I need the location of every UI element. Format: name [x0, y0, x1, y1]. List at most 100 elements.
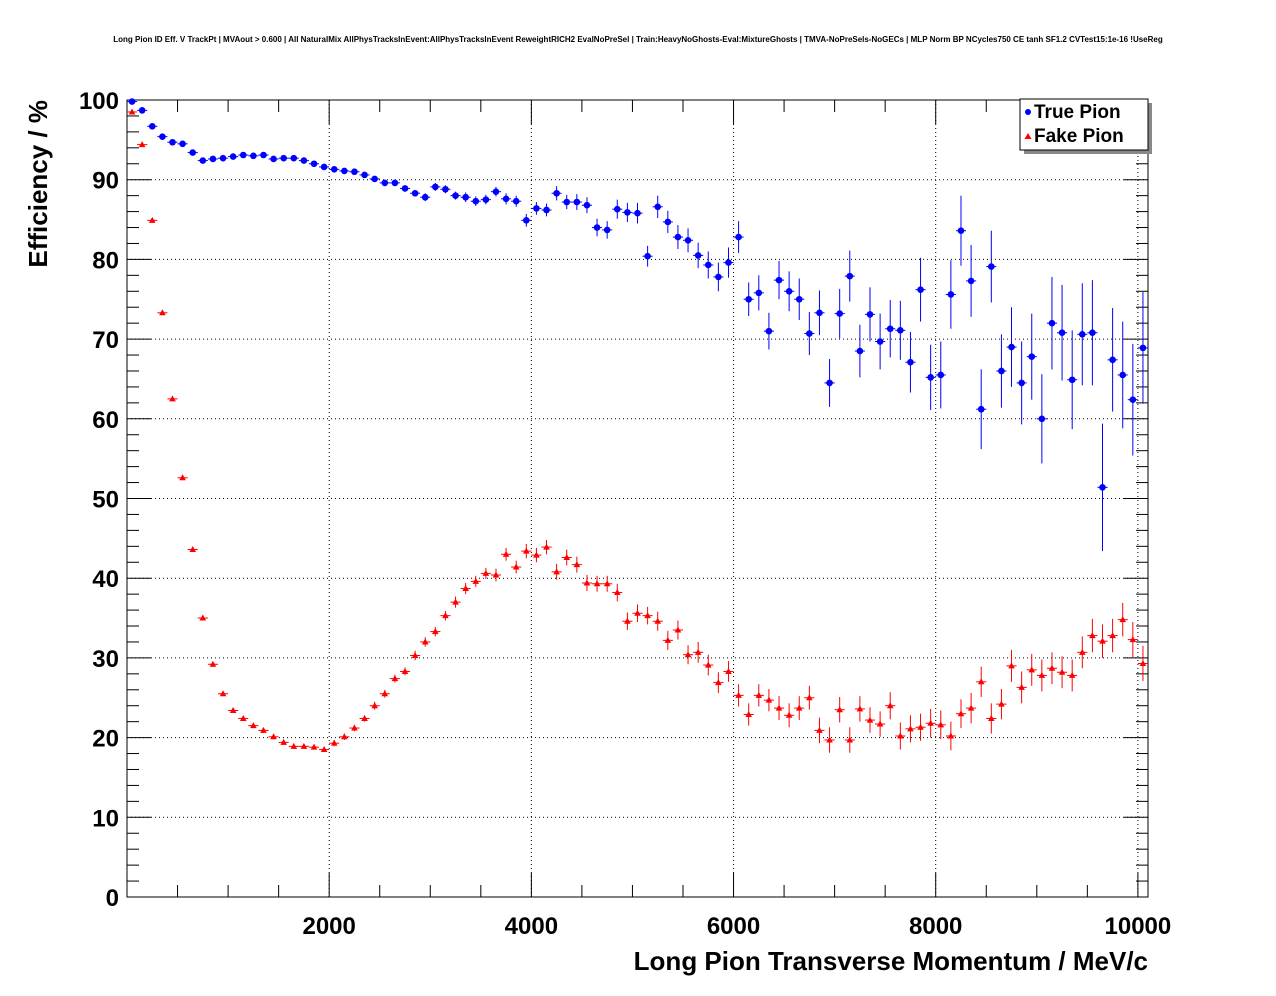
data-point — [715, 273, 722, 281]
data-point — [765, 696, 773, 703]
data-point — [846, 272, 854, 280]
data-point — [886, 325, 894, 333]
data-point — [785, 711, 793, 718]
data-point — [634, 209, 641, 217]
y-tick-label: 60 — [92, 407, 119, 434]
data-point — [795, 295, 803, 303]
data-point — [159, 309, 166, 316]
data-point — [806, 330, 813, 337]
data-point — [573, 198, 581, 206]
data-point — [411, 652, 419, 659]
data-point — [704, 261, 712, 269]
data-point — [563, 553, 571, 560]
data-point — [280, 738, 287, 745]
data-point — [735, 691, 742, 698]
true-pion-series — [127, 98, 1148, 552]
data-point — [1099, 484, 1106, 491]
data-point — [330, 739, 338, 746]
data-point — [199, 614, 207, 621]
data-point — [472, 577, 480, 584]
data-point — [159, 133, 166, 140]
data-point — [664, 636, 672, 643]
data-point — [432, 628, 439, 635]
data-point — [1089, 329, 1096, 337]
data-point — [897, 732, 904, 739]
data-point — [765, 327, 773, 335]
data-point — [169, 138, 176, 146]
data-point — [1078, 331, 1086, 338]
data-point — [179, 140, 186, 148]
legend: True Pion Fake Pion — [1019, 98, 1152, 154]
data-point — [593, 580, 601, 587]
data-point — [229, 707, 237, 714]
data-point — [937, 721, 945, 728]
data-point — [270, 155, 277, 163]
data-point — [866, 716, 874, 723]
y-tick-label: 100 — [79, 88, 119, 115]
data-point — [533, 205, 540, 212]
data-point — [1119, 371, 1127, 379]
data-point — [462, 193, 469, 201]
data-point — [169, 395, 176, 402]
y-tick-label: 40 — [92, 566, 119, 593]
data-point — [1038, 671, 1046, 678]
data-point — [836, 310, 843, 317]
x-tick-label: 2000 — [302, 913, 355, 940]
data-point — [209, 660, 217, 667]
legend-marker-true-pion — [1025, 109, 1031, 115]
data-point — [1109, 632, 1116, 639]
data-point — [1018, 379, 1025, 387]
data-point — [674, 626, 682, 633]
data-point — [694, 648, 702, 655]
data-point — [583, 201, 591, 209]
data-point — [553, 189, 560, 197]
data-point — [917, 723, 924, 730]
data-point — [725, 667, 732, 674]
data-point — [775, 276, 783, 284]
data-point — [917, 286, 924, 293]
data-point — [1099, 637, 1106, 644]
data-point — [846, 736, 854, 743]
data-point — [937, 371, 945, 379]
data-point — [957, 710, 965, 717]
data-point — [452, 598, 459, 605]
data-point — [250, 722, 257, 729]
data-point — [148, 216, 156, 223]
data-point — [512, 563, 520, 570]
data-point — [755, 691, 763, 698]
y-tick-label: 30 — [92, 646, 119, 673]
data-point — [947, 732, 955, 739]
data-point — [1139, 659, 1147, 666]
data-point — [1028, 666, 1036, 673]
y-tick-label: 10 — [92, 805, 119, 832]
data-point — [209, 155, 217, 163]
data-point — [998, 700, 1005, 707]
data-point — [1068, 671, 1076, 678]
data-point — [886, 702, 894, 709]
data-point — [260, 726, 267, 733]
data-point — [806, 694, 813, 701]
data-point — [957, 227, 965, 235]
data-point — [826, 379, 833, 387]
data-point — [310, 160, 318, 168]
data-point — [523, 547, 530, 554]
data-point — [128, 108, 136, 115]
data-point — [563, 198, 571, 206]
data-point — [583, 579, 591, 586]
data-point — [715, 679, 722, 686]
data-point — [502, 195, 510, 203]
x-axis-title: Long Pion Transverse Momentum / MeV/c — [634, 946, 1148, 976]
data-point — [725, 259, 732, 266]
data-point — [381, 690, 389, 697]
data-point — [533, 551, 540, 558]
data-point — [442, 185, 449, 193]
data-point — [1089, 632, 1096, 639]
x-tick-label: 8000 — [909, 913, 962, 940]
data-point — [897, 327, 904, 334]
data-point — [421, 193, 429, 201]
data-point — [523, 217, 530, 224]
data-point — [280, 154, 287, 162]
data-point — [988, 714, 995, 721]
data-point — [381, 179, 389, 187]
data-point — [401, 185, 409, 192]
